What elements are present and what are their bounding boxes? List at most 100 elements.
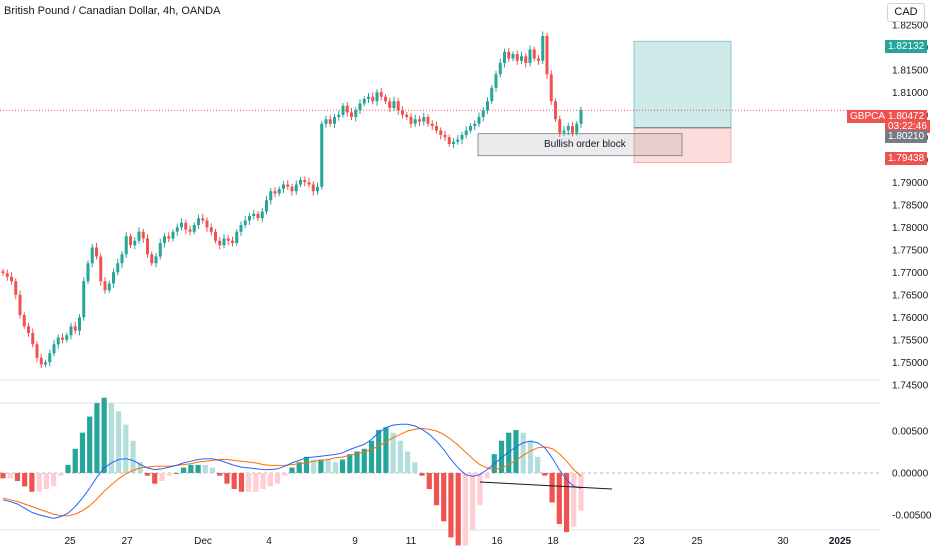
price-axis[interactable]: 1.825001.820001.815001.810001.805001.800… [64, 20, 931, 547]
candle-body [290, 186, 294, 192]
histogram-bar [87, 416, 93, 473]
candle-body [31, 333, 35, 345]
histogram-bar [253, 472, 259, 492]
signal-line [2, 427, 582, 517]
candle-body [481, 110, 485, 117]
candle-body [73, 326, 77, 331]
candle-body [354, 110, 358, 117]
time-tick-label: 16 [491, 536, 503, 547]
long-position-tool[interactable] [477, 40, 732, 164]
price-grid [0, 109, 880, 531]
candle-body [1, 271, 5, 274]
histogram-bar [173, 472, 179, 474]
price-tick-label: 1.76500 [892, 290, 929, 301]
time-tick-label: 9 [352, 536, 358, 547]
candle-body [464, 130, 468, 135]
price-tick-label: 1.82500 [892, 20, 929, 31]
histogram-bar [376, 429, 382, 473]
candle-body [358, 103, 362, 111]
histogram-bar [0, 472, 6, 479]
candle-body [124, 236, 128, 255]
candle-body [22, 315, 26, 327]
histogram-bar [130, 440, 136, 473]
candle-body [515, 54, 519, 61]
macd-tick-label: 0.00500 [892, 426, 929, 437]
candle-body [379, 92, 383, 97]
histogram-bar [332, 462, 338, 473]
candle-body [528, 49, 532, 63]
candle-body [333, 117, 336, 124]
candle-body [524, 56, 528, 63]
candle-body [341, 105, 345, 115]
histogram-bar [433, 472, 440, 506]
histogram-bar [397, 440, 403, 473]
candle-body [396, 101, 400, 111]
histogram-bar [195, 464, 201, 473]
time-tick-label: 25 [691, 536, 703, 547]
histogram-bar [419, 472, 425, 476]
candle-body [150, 254, 154, 264]
price-tick-label: 1.78500 [892, 200, 929, 211]
histogram-bar [282, 472, 288, 476]
candle-body [460, 135, 464, 140]
candle-body [252, 213, 256, 216]
time-tick-label: 18 [547, 536, 559, 547]
price-tick-label: 1.78000 [892, 223, 929, 234]
histogram-bar [484, 472, 490, 479]
histogram-bar [448, 472, 454, 538]
histogram-bar [123, 424, 129, 473]
histogram-bar [116, 411, 122, 473]
histogram-bar [7, 472, 13, 479]
candle-body [520, 56, 523, 61]
candle-body [175, 227, 179, 232]
histogram-bar [166, 472, 172, 476]
candle-body [511, 54, 515, 59]
histogram-bar [72, 448, 78, 473]
candle-body [469, 126, 472, 131]
time-tick-label: 23 [633, 536, 645, 547]
histogram-bar [311, 459, 317, 473]
candle-body [350, 112, 353, 117]
candle-body [243, 220, 247, 225]
candle-body [184, 222, 188, 230]
histogram-bar [14, 472, 21, 482]
candle-body [388, 101, 392, 108]
candle-body [107, 283, 111, 291]
histogram-bar [36, 472, 42, 492]
candle-body [5, 273, 9, 277]
candle-body [566, 126, 570, 131]
candle-body [447, 137, 451, 144]
candle-body [418, 119, 421, 122]
candle-body [277, 189, 281, 194]
candle-body [112, 272, 115, 284]
candle-body [35, 344, 39, 358]
candle-body [435, 126, 438, 131]
time-tick-label: Dec [194, 536, 212, 547]
time-tick-label: 27 [121, 536, 133, 547]
candle-body [537, 58, 540, 61]
histogram-bar [231, 472, 237, 490]
histogram-bar [535, 456, 541, 473]
currency-button[interactable]: CAD [887, 3, 925, 22]
histogram-bar [94, 403, 100, 473]
candle-body [545, 36, 549, 75]
price-tick-label: 1.75500 [892, 335, 929, 346]
candle-body [401, 110, 404, 115]
histogram-bar [22, 472, 28, 487]
candle-body [558, 119, 562, 133]
histogram-bar [412, 462, 418, 473]
candle-body [328, 119, 332, 124]
histogram-bar [274, 472, 281, 484]
candle-body [367, 96, 370, 99]
histogram-bar [58, 472, 64, 476]
candle-body [490, 87, 494, 102]
time-tick-label: 30 [777, 536, 789, 547]
candle-body [209, 227, 213, 232]
candle-body [239, 225, 243, 232]
candle-body [549, 74, 553, 102]
time-tick-label: 2025 [829, 536, 852, 547]
histogram-bar [571, 472, 577, 527]
histogram-bar [339, 459, 346, 473]
price-tick-label: 1.77000 [892, 268, 929, 279]
